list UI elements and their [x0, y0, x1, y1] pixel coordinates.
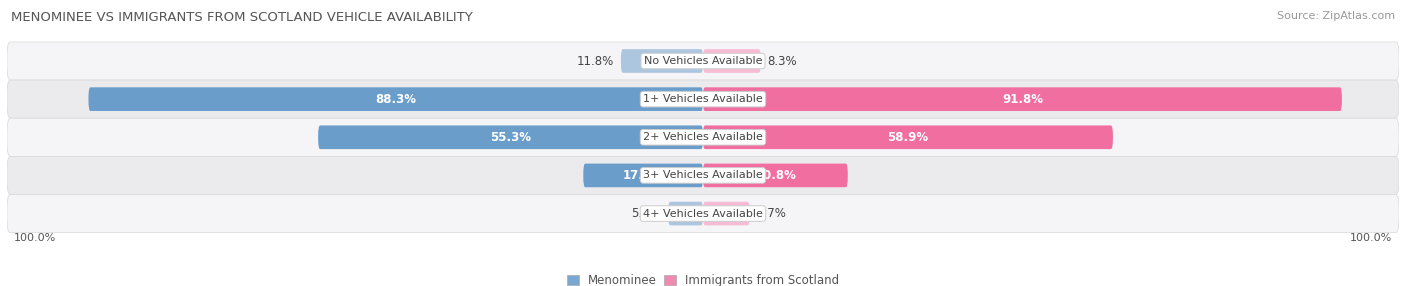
- FancyBboxPatch shape: [318, 126, 703, 149]
- Text: 91.8%: 91.8%: [1002, 93, 1043, 106]
- FancyBboxPatch shape: [583, 164, 703, 187]
- FancyBboxPatch shape: [7, 118, 1399, 156]
- Text: 17.2%: 17.2%: [623, 169, 664, 182]
- FancyBboxPatch shape: [703, 164, 848, 187]
- FancyBboxPatch shape: [703, 87, 1341, 111]
- Legend: Menominee, Immigrants from Scotland: Menominee, Immigrants from Scotland: [567, 274, 839, 286]
- Text: 58.9%: 58.9%: [887, 131, 928, 144]
- FancyBboxPatch shape: [668, 202, 703, 225]
- FancyBboxPatch shape: [621, 49, 703, 73]
- Text: MENOMINEE VS IMMIGRANTS FROM SCOTLAND VEHICLE AVAILABILITY: MENOMINEE VS IMMIGRANTS FROM SCOTLAND VE…: [11, 11, 472, 24]
- FancyBboxPatch shape: [7, 156, 1399, 194]
- Text: 88.3%: 88.3%: [375, 93, 416, 106]
- FancyBboxPatch shape: [703, 126, 1114, 149]
- Text: No Vehicles Available: No Vehicles Available: [644, 56, 762, 66]
- Text: 8.3%: 8.3%: [768, 55, 797, 67]
- FancyBboxPatch shape: [703, 49, 761, 73]
- Text: 100.0%: 100.0%: [1350, 233, 1392, 243]
- FancyBboxPatch shape: [7, 80, 1399, 118]
- FancyBboxPatch shape: [7, 194, 1399, 233]
- Text: 55.3%: 55.3%: [491, 131, 531, 144]
- Text: 100.0%: 100.0%: [14, 233, 56, 243]
- Text: 5.0%: 5.0%: [631, 207, 661, 220]
- Text: 3+ Vehicles Available: 3+ Vehicles Available: [643, 170, 763, 180]
- Text: Source: ZipAtlas.com: Source: ZipAtlas.com: [1277, 11, 1395, 21]
- Text: 11.8%: 11.8%: [576, 55, 614, 67]
- Text: 4+ Vehicles Available: 4+ Vehicles Available: [643, 208, 763, 219]
- Text: 2+ Vehicles Available: 2+ Vehicles Available: [643, 132, 763, 142]
- Text: 20.8%: 20.8%: [755, 169, 796, 182]
- Text: 6.7%: 6.7%: [756, 207, 786, 220]
- FancyBboxPatch shape: [703, 202, 749, 225]
- FancyBboxPatch shape: [7, 42, 1399, 80]
- FancyBboxPatch shape: [89, 87, 703, 111]
- Text: 1+ Vehicles Available: 1+ Vehicles Available: [643, 94, 763, 104]
